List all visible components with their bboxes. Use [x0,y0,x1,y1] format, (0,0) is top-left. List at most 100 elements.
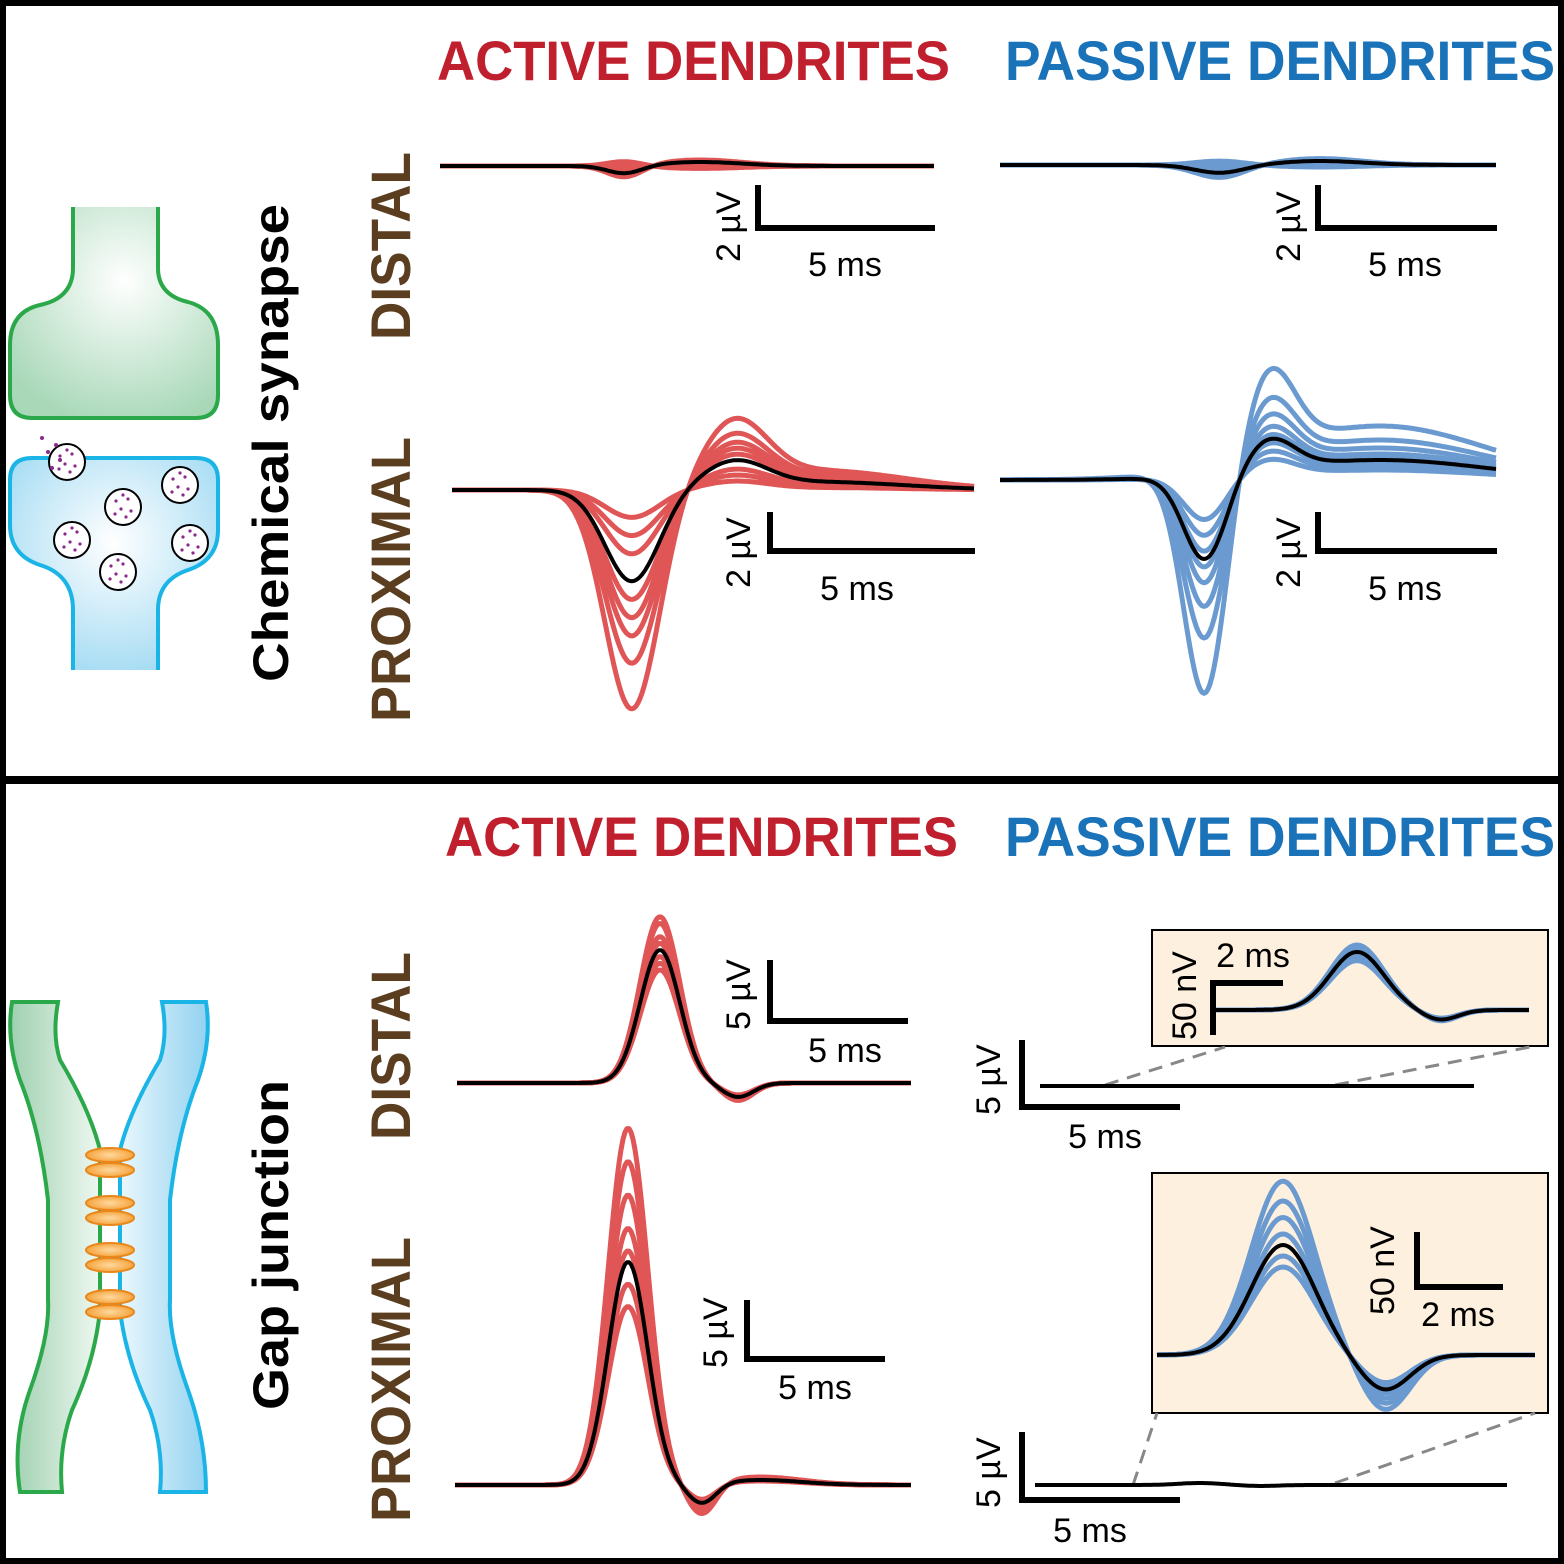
dot [188,529,192,533]
trace [454,1226,912,1508]
dot [196,545,200,549]
scale-bar [1414,1232,1503,1290]
dot [180,548,184,552]
trace [454,1126,912,1516]
scale-bar [767,512,975,554]
scale-bar [1019,1040,1180,1110]
scale-label: 5 µV [697,1297,735,1368]
dot [126,497,130,501]
scale-bar [1315,512,1497,554]
trace [999,365,1497,696]
dot [186,487,190,491]
scale-label: 2 µV [1270,517,1308,588]
column-title: PASSIVE DENDRITES [1005,29,1555,92]
scale-label: 2 µV [710,191,748,262]
dot [193,533,197,537]
scale-label: 5 ms [1368,246,1442,284]
dot [54,443,58,447]
dot [46,450,50,454]
scale-bar [767,960,908,1024]
scale-label: 5 ms [820,570,894,608]
scale-label: 5 ms [778,1369,852,1407]
mean-trace [1035,1481,1507,1488]
scale-bar [1210,980,1283,1035]
scale-label: 5 ms [1053,1512,1127,1550]
trace [451,439,975,639]
dot [170,490,174,494]
dot [63,462,67,466]
dot [124,515,128,519]
trace [454,1192,912,1511]
column-title: ACTIVE DENDRITES [445,805,958,868]
panel-title: Chemical synapse [243,204,299,682]
cell-right [118,1000,210,1494]
column-title: PASSIVE DENDRITES [1005,805,1555,868]
dot [68,540,72,544]
scale-label: 5 ms [808,1032,882,1070]
dot [68,470,72,474]
row-label: DISTAL [359,152,422,340]
scale-label: 2 ms [1216,937,1290,975]
dot [178,471,182,475]
dot [129,509,133,513]
dot [70,526,74,530]
dot [58,458,62,462]
dot [57,467,61,471]
scale-label: 5 µV [720,959,758,1030]
mean-trace [440,160,934,176]
row-label: PROXIMAL [359,1237,422,1522]
mean-trace [1215,949,1529,1022]
scale-label: 5 µV [970,1437,1008,1508]
dot [62,545,66,549]
scale-label: 5 ms [808,246,882,284]
scale-bar [755,185,935,231]
dot [181,535,185,539]
mean-trace [1000,159,1496,175]
inset-connector [1104,1045,1531,1087]
dot [121,493,125,497]
connexons [85,1147,135,1320]
dot [58,454,62,458]
trace [456,914,912,1103]
scale-label: 5 ms [1368,570,1442,608]
dot [40,436,44,440]
mean-trace [1000,436,1497,562]
dot [114,572,118,576]
presynaptic-terminal [8,207,220,420]
mean-trace [1156,1242,1535,1392]
dot [50,466,54,470]
dot [183,475,187,479]
inset-connector [1131,1411,1536,1486]
dot [181,493,185,497]
scale-bar [1019,1432,1180,1503]
dot [109,564,113,568]
dot [119,580,123,584]
scale-label: 2 ms [1421,1296,1495,1334]
column-title: ACTIVE DENDRITES [437,29,950,92]
dot [171,477,175,481]
dot [114,499,118,503]
scale-label: 50 nV [1166,951,1204,1040]
row-label: DISTAL [359,952,422,1140]
mean-trace [452,458,975,584]
scale-bar [744,1300,885,1362]
vesicles [48,443,209,591]
dot [113,512,117,516]
vesicle-content [40,436,200,584]
scale-label: 5 µV [970,1044,1008,1115]
scale-label: 5 ms [1068,1118,1142,1156]
dot [63,532,67,536]
scale-label: 50 nV [1364,1226,1402,1315]
trace [454,1159,912,1514]
dot [65,448,69,452]
panel-title: Gap junction [243,1080,299,1410]
scale-bar [1315,185,1497,231]
row-label: PROXIMAL [359,437,422,722]
dot [75,530,79,534]
dot [124,574,128,578]
dot [191,551,195,555]
dot [119,507,123,511]
dot [121,562,125,566]
mean-trace [455,1260,911,1505]
